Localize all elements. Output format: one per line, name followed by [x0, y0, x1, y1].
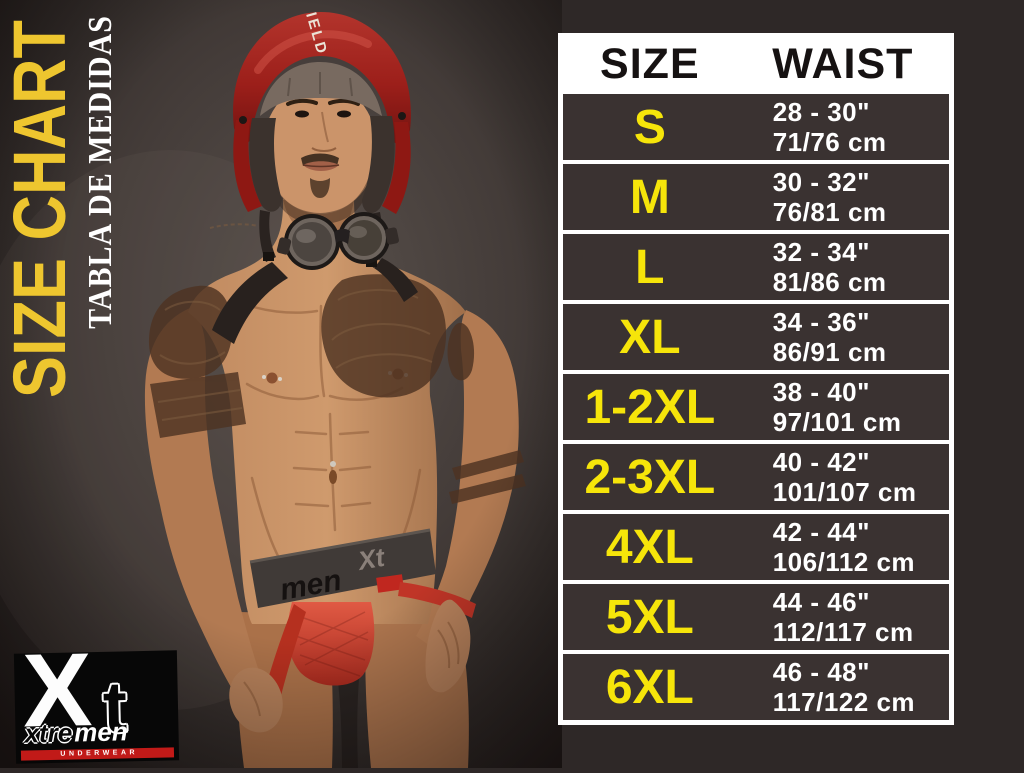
- waist-inches: 38 - 40": [772, 376, 870, 407]
- waist-value: 40 - 42" 101/107 cm: [737, 447, 949, 507]
- size-value: XL: [619, 310, 681, 364]
- waist-inches: 32 - 34": [772, 236, 870, 267]
- waist-value: 42 - 44" 106/112 cm: [737, 517, 949, 577]
- size-value: 4XL: [605, 520, 694, 574]
- waist-value: 34 - 36" 86/91 cm: [737, 307, 949, 367]
- model-photo-illustration: men Xt: [0, 0, 562, 768]
- waist-value: 38 - 40" 97/101 cm: [737, 377, 949, 437]
- xtremen-logo: X t xtremen UNDERWEAR: [13, 650, 180, 764]
- size-row-6xl: 6XL 46 - 48" 117/122 cm: [563, 654, 949, 720]
- waist-cm: 117/122 cm: [772, 687, 916, 717]
- size-value: 1-2XL: [584, 380, 716, 434]
- size-row-s: S 28 - 30" 71/76 cm: [563, 94, 949, 160]
- model-photo: men Xt: [0, 0, 562, 768]
- waist-cm: 101/107 cm: [772, 477, 917, 507]
- title-tabla-de-medidas: TABLA DE MEDIDAS: [81, 15, 119, 329]
- waist-cm: 112/117 cm: [772, 617, 914, 647]
- waist-cm: 97/101 cm: [772, 407, 902, 437]
- waist-cm: 76/81 cm: [772, 197, 887, 227]
- size-row-1-2xl: 1-2XL 38 - 40" 97/101 cm: [563, 374, 949, 440]
- waist-value: 28 - 30" 71/76 cm: [737, 97, 949, 157]
- size-row-m: M 30 - 32" 76/81 cm: [563, 164, 949, 230]
- size-value: 6XL: [605, 660, 694, 714]
- waist-value: 30 - 32" 76/81 cm: [737, 167, 949, 227]
- size-row-xl: XL 34 - 36" 86/91 cm: [563, 304, 949, 370]
- waist-inches: 44 - 46": [772, 586, 870, 617]
- size-row-2-3xl: 2-3XL 40 - 42" 101/107 cm: [563, 444, 949, 510]
- waist-cm: 86/91 cm: [772, 337, 887, 367]
- size-value: L: [635, 240, 665, 294]
- waist-inches: 42 - 44": [772, 516, 870, 547]
- size-value: 2-3XL: [584, 450, 716, 504]
- vignette-overlay: [0, 0, 562, 768]
- waist-inches: 40 - 42": [772, 446, 870, 477]
- waist-inches: 34 - 36": [772, 306, 870, 337]
- waist-value: 32 - 34" 81/86 cm: [737, 237, 949, 297]
- size-value: M: [629, 170, 670, 224]
- waist-inches: 30 - 32": [772, 166, 870, 197]
- size-row-4xl: 4XL 42 - 44" 106/112 cm: [563, 514, 949, 580]
- table-header-row: SIZE WAIST: [563, 38, 949, 90]
- size-row-l: L 32 - 34" 81/86 cm: [563, 234, 949, 300]
- logo-wordmark-xtre: xtre: [24, 717, 73, 749]
- logo-underwear-bar: UNDERWEAR: [20, 747, 175, 761]
- size-row-5xl: 5XL 44 - 46" 112/117 cm: [563, 584, 949, 650]
- size-table: SIZE WAIST S 28 - 30" 71/76 cm M 30 - 32…: [558, 33, 954, 725]
- waist-cm: 81/86 cm: [772, 267, 887, 297]
- header-size: SIZE: [600, 39, 700, 88]
- waist-inches: 46 - 48": [772, 656, 870, 687]
- waist-value: 44 - 46" 112/117 cm: [737, 587, 949, 647]
- size-value: S: [633, 100, 666, 154]
- header-waist: WAIST: [772, 39, 914, 88]
- logo-wordmark-men: men: [73, 716, 129, 748]
- title-size-chart: SIZE CHART: [0, 20, 82, 398]
- waist-cm: 71/76 cm: [772, 127, 887, 157]
- waist-inches: 28 - 30": [772, 96, 870, 127]
- size-value: 5XL: [605, 590, 694, 644]
- waist-cm: 106/112 cm: [772, 547, 916, 577]
- waist-value: 46 - 48" 117/122 cm: [737, 657, 949, 717]
- logo-wordmark: xtremen: [24, 716, 128, 749]
